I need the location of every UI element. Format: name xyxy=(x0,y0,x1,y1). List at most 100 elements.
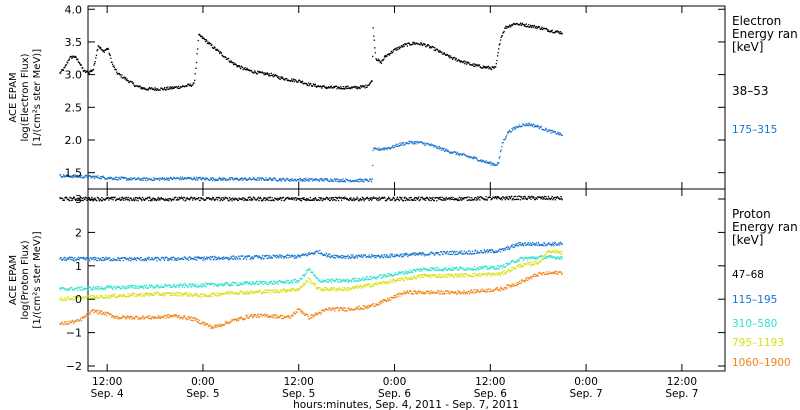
data-point-proton-3 xyxy=(473,276,475,278)
data-point-electron-1 xyxy=(358,181,360,183)
data-point-proton-3 xyxy=(180,292,182,295)
data-point-proton-1 xyxy=(431,252,433,254)
data-point-proton-3 xyxy=(290,288,292,291)
data-point-proton-3 xyxy=(474,272,476,275)
data-point-proton-2 xyxy=(419,268,421,270)
data-point-electron-0 xyxy=(474,65,476,67)
data-point-electron-0 xyxy=(351,86,353,88)
data-point-proton-0 xyxy=(451,198,453,200)
data-point-proton-2 xyxy=(479,266,482,268)
data-point-proton-1 xyxy=(493,252,495,254)
data-point-proton-2 xyxy=(518,260,520,262)
data-point-proton-2 xyxy=(503,263,505,266)
data-point-proton-1 xyxy=(530,243,533,245)
data-point-proton-0 xyxy=(130,197,132,199)
data-point-electron-0 xyxy=(314,85,316,87)
data-point-electron-0 xyxy=(287,79,289,81)
data-point-proton-0 xyxy=(213,198,215,200)
data-point-proton-1 xyxy=(100,259,103,262)
data-point-proton-2 xyxy=(381,277,383,279)
data-point-proton-3 xyxy=(326,288,328,290)
data-point-proton-0 xyxy=(303,197,305,199)
data-point-proton-1 xyxy=(458,252,460,254)
data-point-proton-2 xyxy=(440,269,442,271)
data-point-electron-1 xyxy=(456,151,459,153)
data-point-electron-0 xyxy=(355,87,357,89)
data-point-proton-4 xyxy=(102,313,104,315)
data-point-proton-2 xyxy=(244,281,246,283)
data-point-electron-1 xyxy=(357,178,360,181)
data-point-proton-3 xyxy=(69,298,71,301)
data-point-proton-2 xyxy=(333,280,335,282)
data-point-proton-1 xyxy=(558,242,560,244)
data-point-proton-0 xyxy=(108,199,110,201)
data-point-proton-3 xyxy=(106,297,108,299)
data-point-proton-0 xyxy=(90,199,92,201)
data-point-proton-2 xyxy=(112,288,114,291)
data-point-proton-2 xyxy=(96,286,98,288)
data-point-proton-3 xyxy=(483,274,485,276)
data-point-proton-1 xyxy=(234,258,236,261)
data-point-electron-0 xyxy=(240,68,242,70)
data-point-electron-0 xyxy=(62,68,64,71)
data-point-electron-0 xyxy=(449,55,451,57)
data-point-proton-2 xyxy=(260,281,263,283)
data-point-proton-0 xyxy=(459,199,461,201)
data-point-proton-0 xyxy=(509,197,511,200)
data-point-proton-3 xyxy=(445,276,447,278)
data-point-electron-0 xyxy=(347,85,349,87)
data-point-proton-1 xyxy=(132,258,134,261)
data-point-proton-4 xyxy=(115,315,117,317)
data-point-electron-0 xyxy=(420,42,422,44)
data-point-proton-1 xyxy=(295,257,297,259)
data-point-proton-2 xyxy=(242,283,245,285)
data-point-electron-1 xyxy=(428,143,430,145)
data-point-proton-1 xyxy=(508,248,510,250)
data-point-proton-2 xyxy=(84,288,87,290)
data-point-proton-1 xyxy=(314,251,317,253)
data-point-electron-0 xyxy=(301,80,304,82)
data-point-electron-0 xyxy=(380,61,382,63)
data-point-proton-3 xyxy=(435,276,437,279)
data-point-proton-3 xyxy=(83,298,85,301)
data-point-proton-2 xyxy=(299,277,301,279)
data-point-proton-1 xyxy=(336,256,338,258)
data-point-electron-1 xyxy=(513,127,515,129)
data-point-proton-1 xyxy=(517,242,519,245)
data-point-proton-3 xyxy=(186,295,189,297)
data-point-proton-1 xyxy=(529,242,531,244)
data-point-proton-1 xyxy=(290,254,292,256)
data-point-electron-0 xyxy=(240,65,242,67)
data-point-proton-0 xyxy=(423,197,425,200)
data-point-proton-0 xyxy=(466,199,468,201)
data-point-proton-1 xyxy=(384,254,386,256)
data-point-electron-1 xyxy=(181,176,183,178)
data-point-proton-3 xyxy=(463,276,465,278)
data-point-proton-1 xyxy=(124,257,126,259)
data-point-proton-3 xyxy=(72,299,74,301)
data-point-proton-2 xyxy=(362,279,365,282)
data-point-proton-2 xyxy=(447,269,449,271)
data-point-electron-1 xyxy=(97,175,99,177)
data-point-proton-0 xyxy=(213,199,216,202)
data-point-proton-4 xyxy=(129,315,131,318)
data-point-electron-1 xyxy=(291,177,293,180)
data-point-proton-2 xyxy=(533,256,536,258)
data-point-electron-1 xyxy=(458,154,460,157)
data-point-proton-1 xyxy=(328,255,330,258)
data-point-electron-0 xyxy=(236,66,239,68)
data-point-proton-3 xyxy=(178,292,181,294)
data-point-proton-3 xyxy=(416,276,418,278)
data-point-proton-2 xyxy=(114,285,116,287)
data-point-proton-2 xyxy=(103,288,105,291)
data-point-electron-0 xyxy=(351,87,353,89)
data-point-electron-0 xyxy=(259,71,261,73)
data-point-electron-0 xyxy=(491,66,493,68)
data-point-proton-3 xyxy=(85,295,87,297)
data-point-electron-0 xyxy=(363,85,365,87)
data-point-proton-3 xyxy=(470,275,472,277)
data-point-proton-2 xyxy=(437,267,439,269)
data-point-proton-2 xyxy=(436,266,438,269)
data-point-proton-2 xyxy=(298,280,300,282)
data-point-proton-2 xyxy=(488,267,490,270)
